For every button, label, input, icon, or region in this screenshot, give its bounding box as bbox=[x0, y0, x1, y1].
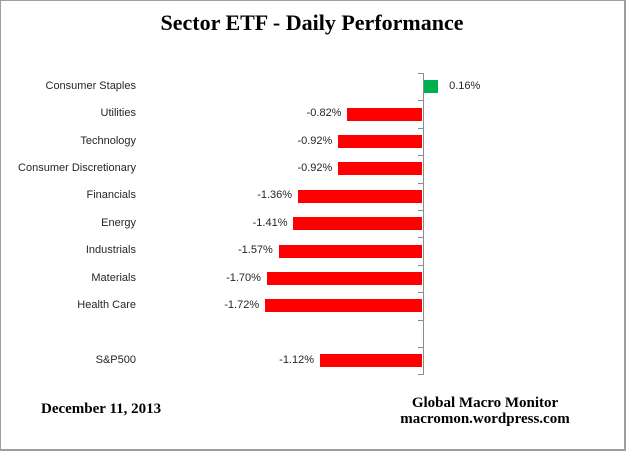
bar-materials bbox=[266, 272, 423, 285]
axis-tick bbox=[417, 155, 424, 157]
category-label-materials: Materials bbox=[91, 271, 136, 284]
value-label-utilities: -0.82% bbox=[306, 107, 342, 120]
category-label-technology: Technology bbox=[80, 134, 136, 147]
category-label-financials: Financials bbox=[86, 189, 136, 202]
category-axis bbox=[422, 73, 424, 376]
attribution: Global Macro Monitor macromon.wordpress.… bbox=[385, 395, 585, 427]
chart-title: Sector ETF - Daily Performance bbox=[160, 10, 464, 35]
bar-health-care bbox=[265, 299, 423, 313]
value-label-s-p500: -1.12% bbox=[279, 353, 315, 366]
axis-tick bbox=[417, 292, 424, 294]
bar-consumer-discretionary bbox=[338, 162, 423, 176]
attribution-source: Global Macro Monitor bbox=[411, 395, 559, 411]
value-label-financials: -1.36% bbox=[257, 189, 293, 202]
category-label-s-p500: S&P500 bbox=[95, 353, 136, 366]
bar-s-p500 bbox=[320, 354, 423, 368]
category-label-utilities: Utilities bbox=[100, 107, 136, 120]
axis-tick bbox=[417, 319, 424, 321]
category-label-consumer-discretionary: Consumer Discretionary bbox=[18, 161, 136, 174]
bar-utilities bbox=[347, 107, 423, 121]
axis-tick bbox=[417, 73, 424, 74]
axis-tick bbox=[417, 127, 424, 129]
attribution-url: macromon.wordpress.com bbox=[400, 411, 570, 427]
category-label-energy: Energy bbox=[101, 216, 136, 229]
bar-technology bbox=[338, 135, 423, 148]
chart-date: December 11, 2013 bbox=[41, 401, 162, 417]
axis-tick bbox=[417, 374, 424, 376]
bar-financials bbox=[298, 189, 423, 203]
axis-tick bbox=[417, 100, 424, 102]
bar-consumer-staples bbox=[423, 80, 439, 94]
axis-tick bbox=[417, 210, 424, 211]
bar-energy bbox=[293, 217, 423, 231]
category-label-health-care: Health Care bbox=[77, 298, 136, 311]
value-label-consumer-discretionary: -0.92% bbox=[297, 161, 333, 174]
axis-tick bbox=[417, 237, 424, 239]
value-label-industrials: -1.57% bbox=[237, 244, 273, 257]
axis-tick bbox=[417, 347, 424, 348]
axis-tick bbox=[417, 264, 424, 266]
value-label-consumer-staples: 0.16% bbox=[449, 79, 481, 92]
value-label-technology: -0.92% bbox=[297, 134, 333, 147]
category-label-industrials: Industrials bbox=[85, 244, 136, 257]
axis-tick bbox=[417, 182, 424, 184]
value-label-materials: -1.70% bbox=[226, 271, 261, 284]
value-label-health-care: -1.72% bbox=[224, 298, 260, 311]
category-label-consumer-staples: Consumer Staples bbox=[45, 79, 137, 92]
value-label-energy: -1.41% bbox=[252, 216, 288, 229]
bar-industrials bbox=[278, 244, 423, 258]
